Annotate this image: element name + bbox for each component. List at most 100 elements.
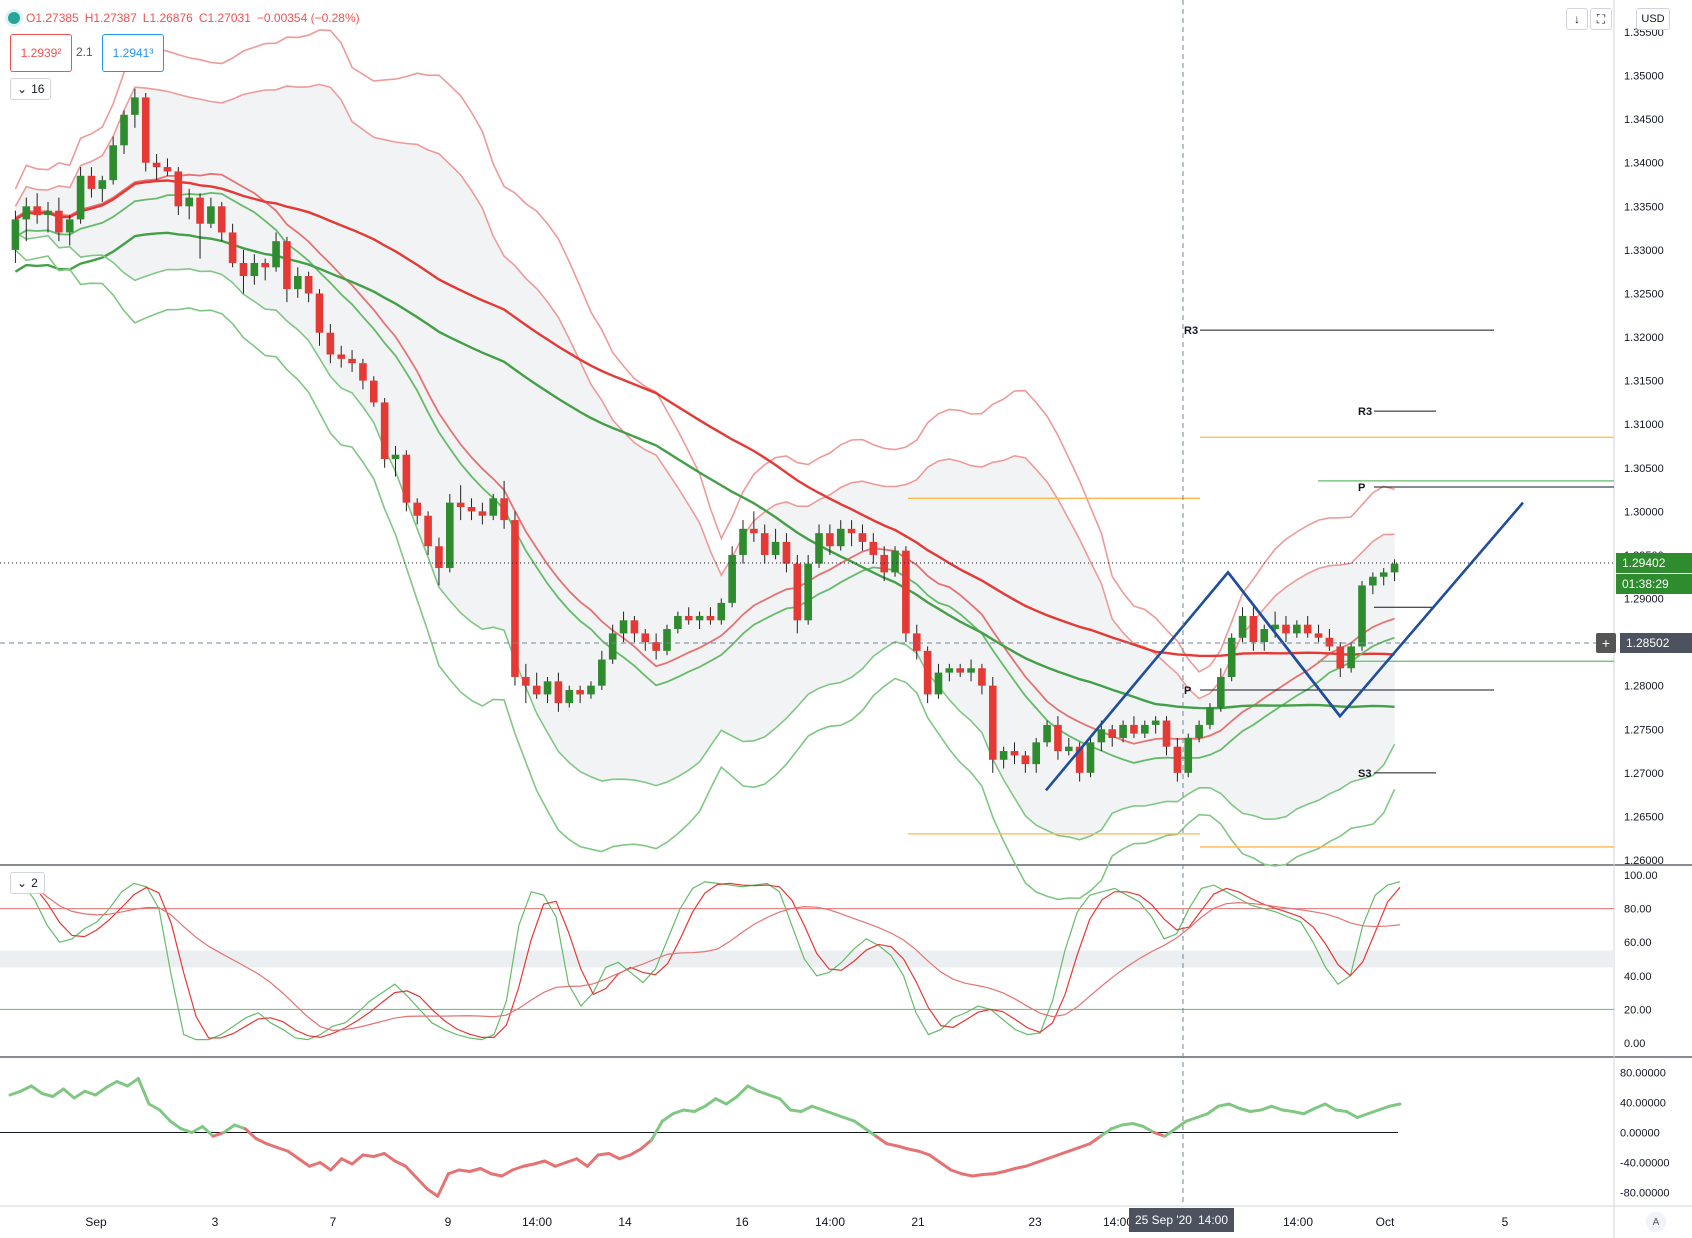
osc1-tick: 60.00 [1624, 937, 1652, 949]
osc2-segment [1270, 1104, 1284, 1112]
candle-body [424, 515, 432, 547]
candle-body [988, 685, 997, 760]
legend-count: 16 [31, 82, 45, 96]
candle-body [891, 550, 899, 573]
osc2-segment [179, 1127, 194, 1134]
osc2-segment [1334, 1108, 1349, 1113]
osc2-tick: 0.00000 [1620, 1128, 1660, 1140]
candle-body [1173, 746, 1182, 773]
pivot-label: S3 [1358, 768, 1371, 780]
candle-body [141, 97, 150, 163]
time-tick: Sep [85, 1215, 107, 1229]
osc-legend-collapse-button[interactable]: ⌄ 2 [10, 872, 45, 894]
add-alert-button[interactable]: + [1596, 633, 1616, 653]
osc2-segment [885, 1142, 899, 1148]
osc2-segment [1345, 1110, 1359, 1119]
osc2-tick: 40.00000 [1620, 1098, 1666, 1110]
candle-body [543, 681, 552, 695]
plus-icon: + [1601, 635, 1611, 651]
osc2-segment [553, 1161, 568, 1168]
candle-body [576, 690, 584, 695]
osc2-segment [821, 1108, 835, 1116]
osc-d-line [9, 877, 1401, 1039]
candle-body [869, 541, 878, 555]
candle-body [283, 241, 291, 290]
candle-body [369, 380, 378, 403]
candle-body [1162, 720, 1171, 747]
osc2-segment [767, 1093, 782, 1101]
buy-button[interactable]: 1.2941³ [102, 34, 164, 72]
price-tick: 1.26000 [1624, 855, 1664, 867]
horizontal-lines [908, 436, 1614, 848]
candle-body [1303, 624, 1312, 634]
candle-body [1260, 629, 1269, 643]
ohlc-legend: O1.27385 H1.27387 L1.26876 C1.27031 −0.0… [8, 8, 360, 28]
candle-body [1206, 707, 1214, 725]
osc2-segment [1067, 1146, 1081, 1153]
candle-body [304, 276, 313, 294]
candle-body [511, 520, 519, 677]
candle-body [1347, 646, 1355, 669]
candle-body [1217, 676, 1225, 708]
osc2-segment [254, 1137, 269, 1146]
osc2-segment [1206, 1104, 1220, 1116]
osc2-segment [190, 1125, 204, 1134]
osc2-segment [831, 1112, 846, 1119]
osc2-segment [1013, 1164, 1028, 1170]
maximize-button[interactable]: ⛶ [1590, 8, 1612, 30]
osc2-segment [874, 1134, 889, 1146]
crosshair-time: 14:00 [1197, 1213, 1229, 1227]
osc2-segment [51, 1087, 65, 1098]
currency-label[interactable]: USD [1636, 8, 1670, 30]
osc2-segment [275, 1146, 290, 1153]
price-tick: 1.31500 [1624, 376, 1664, 388]
candle-body [967, 668, 975, 673]
osc2-segment [233, 1123, 247, 1131]
candle-body [934, 672, 943, 695]
zigzag-pattern[interactable] [1045, 501, 1524, 792]
candle-body [22, 206, 31, 220]
candle-body [1249, 615, 1258, 643]
price-tick: 1.32500 [1624, 288, 1664, 300]
candle-body [999, 751, 1008, 760]
stochastic-oscillator [0, 877, 1614, 1041]
candle-body [1379, 572, 1388, 577]
scroll-down-button[interactable]: ↓ [1566, 8, 1588, 30]
osc2-tick: 80.00000 [1620, 1068, 1666, 1080]
time-tick: 14:00 [1283, 1215, 1313, 1229]
candle-body [65, 219, 74, 233]
candle-body [1325, 637, 1334, 647]
price-axis[interactable]: 1.35500 1.35000 1.34500 1.34000 1.33500 1.330… [1620, 27, 1670, 1200]
chevron-down-icon: ⌄ [17, 82, 28, 96]
osc2-segment [1323, 1102, 1338, 1112]
candle-body [435, 546, 443, 569]
candle-body [522, 676, 530, 686]
candle-body [587, 685, 595, 695]
outer-lower-band [14, 249, 1396, 901]
candle-body [33, 206, 41, 216]
candle-body [217, 206, 226, 233]
osc2-segment [1131, 1122, 1145, 1128]
osc2-segment [639, 1138, 654, 1151]
time-axis[interactable]: Sep 3 7 9 14:00 14 16 14:00 21 23 14:00 14:00 14:00 O… [85, 1215, 1508, 1229]
osc2-segment [1184, 1116, 1199, 1123]
osc2-segment [928, 1153, 942, 1164]
time-tick: 3 [212, 1215, 219, 1229]
osc1-tick: 100.00 [1624, 870, 1658, 882]
osc2-segment [478, 1167, 493, 1176]
osc2-segment [1120, 1122, 1135, 1127]
price-tick: 1.30000 [1624, 506, 1664, 518]
auto-scale-button[interactable]: A [1646, 1212, 1666, 1232]
crosshair-date: 25 Sep '20 [1134, 1213, 1192, 1227]
sell-button[interactable]: 1.2939² [10, 34, 72, 72]
legend-collapse-button[interactable]: ⌄ 16 [10, 78, 52, 100]
candle-body [674, 615, 682, 630]
osc-slow-line [9, 877, 1401, 1032]
osc2-segment [981, 1172, 996, 1176]
price-tick: 1.35500 [1624, 27, 1664, 39]
osc2-segment [1291, 1110, 1306, 1116]
candle-body [1086, 742, 1095, 773]
candle-body [228, 232, 237, 263]
time-tick: 5 [1502, 1215, 1509, 1229]
